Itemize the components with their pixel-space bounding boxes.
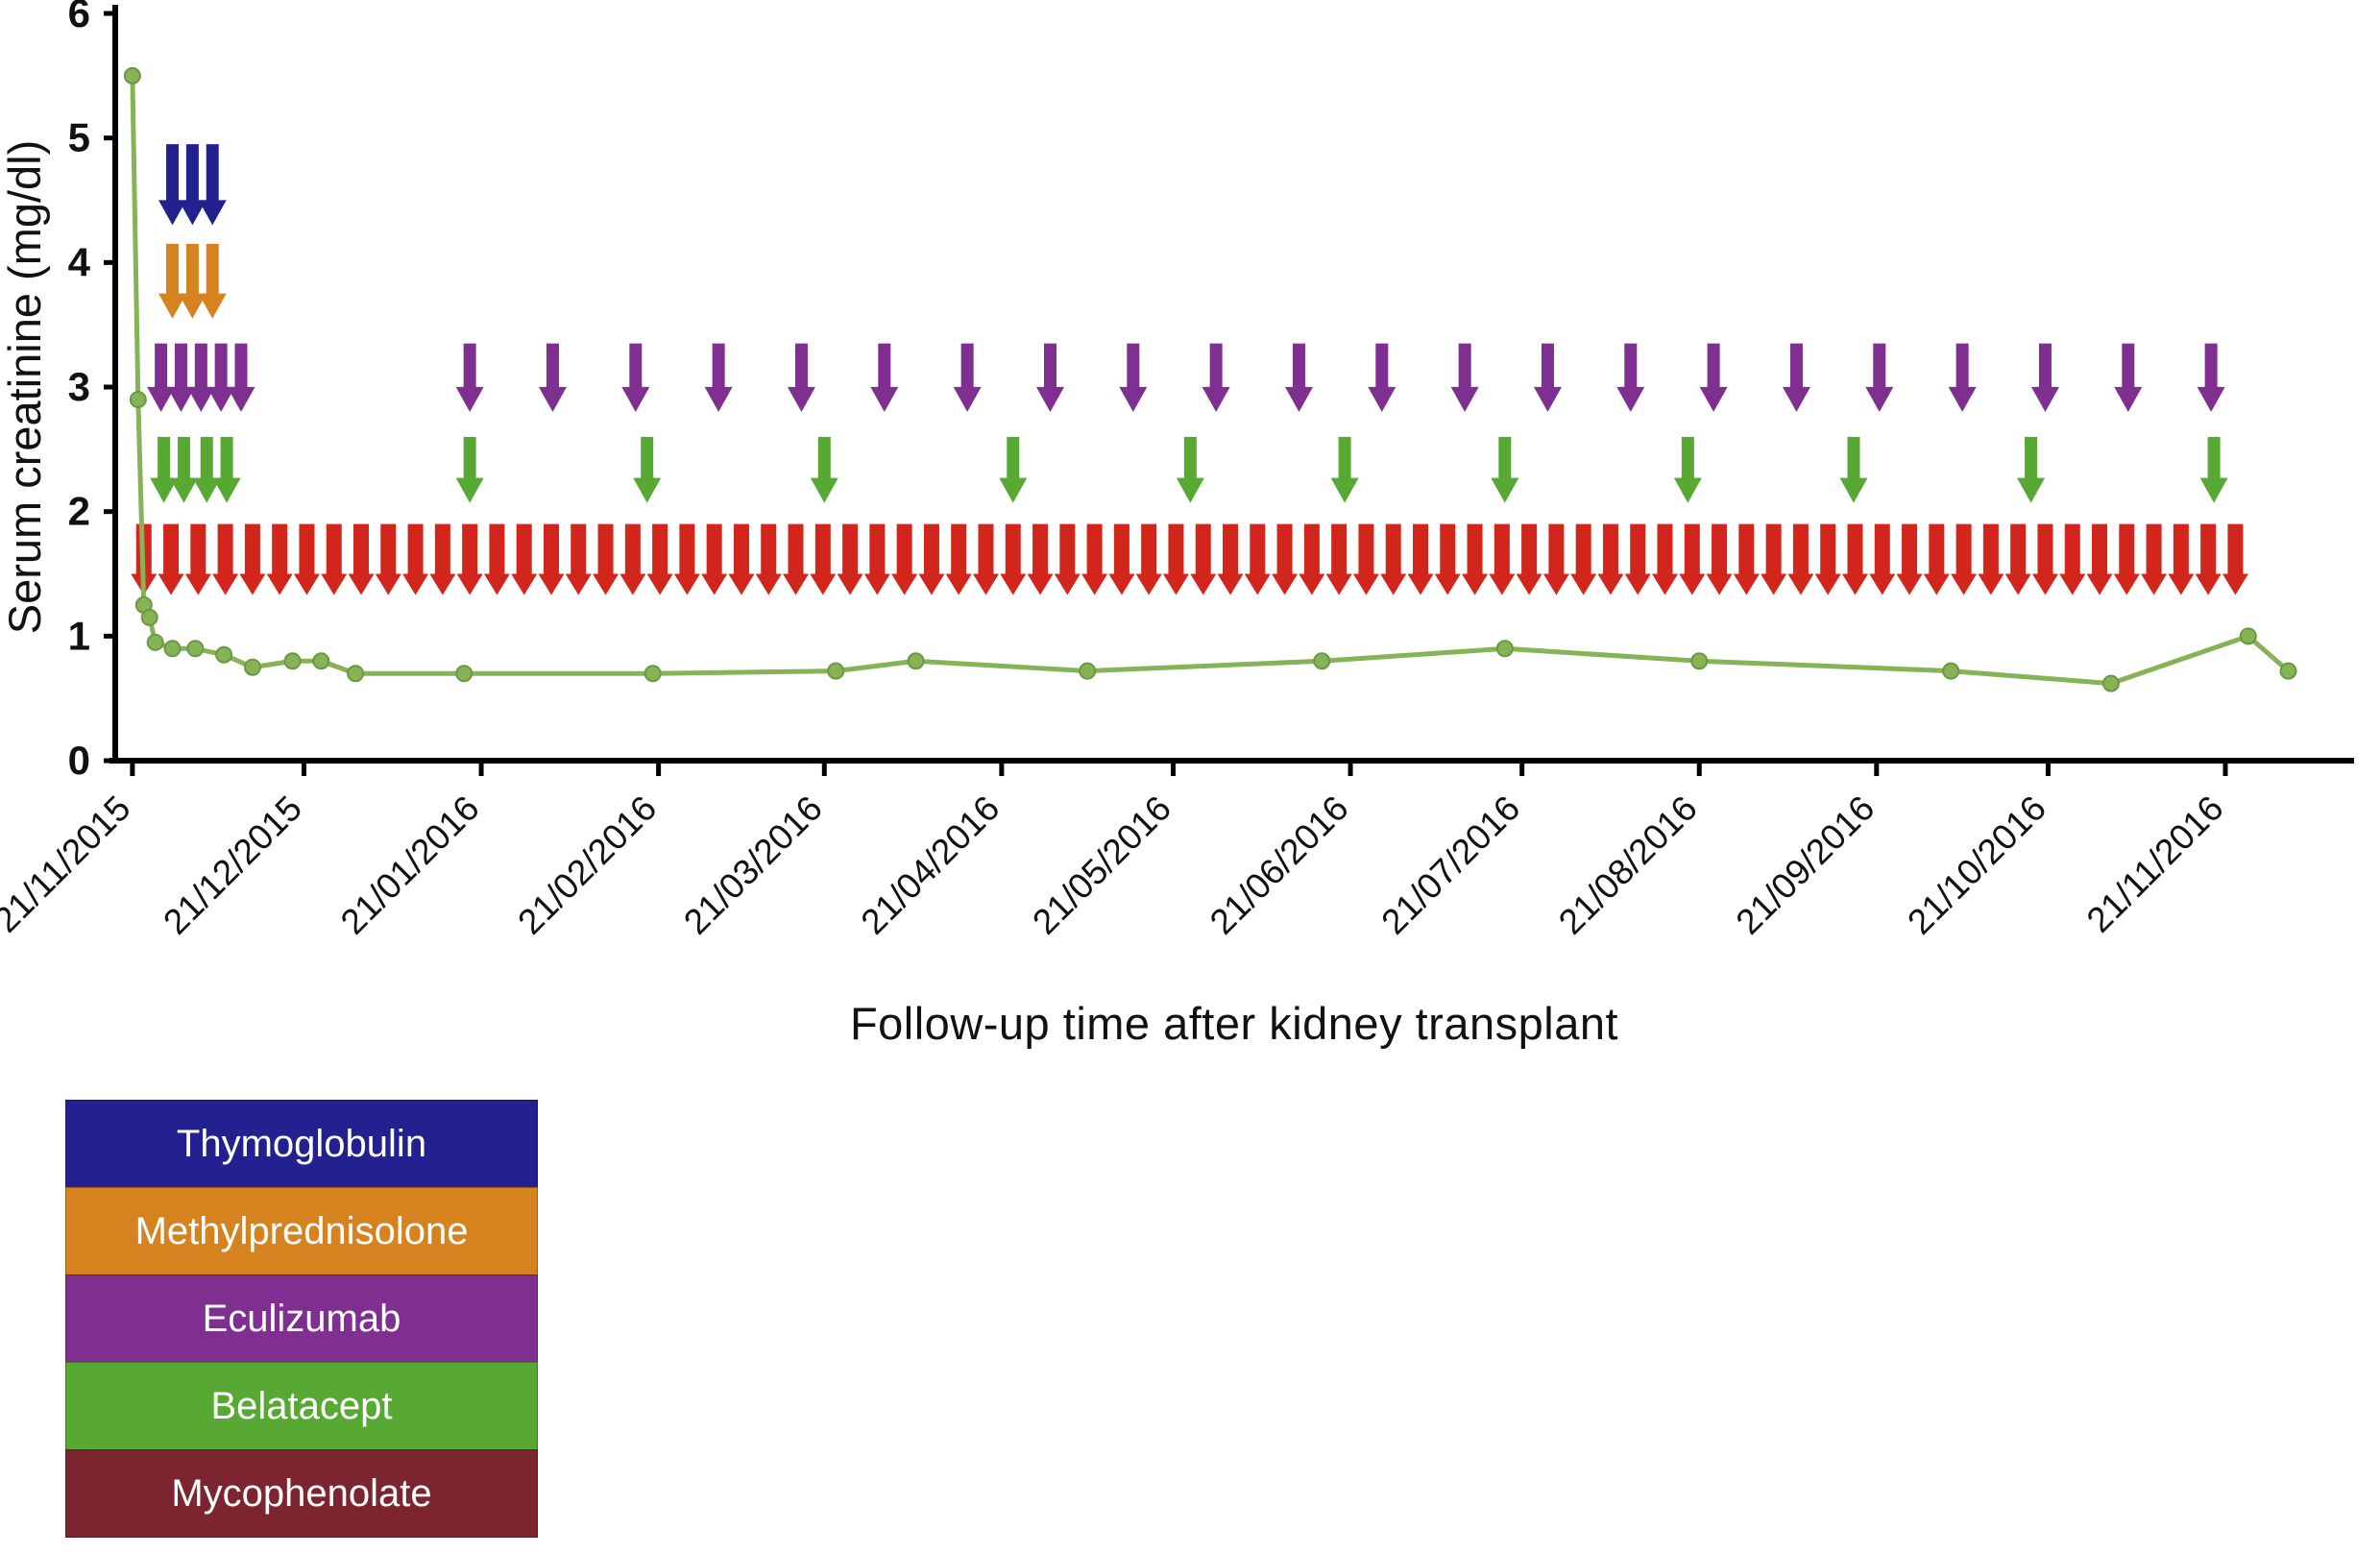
data-point: [283, 652, 302, 670]
y-tick-label: 6: [68, 0, 90, 36]
creatinine-chart: 0 1 2 3 4 5 6 Serum creatinine (mg/dl) 21/11/201…: [0, 0, 2354, 942]
data-point: [1079, 662, 1097, 680]
data-point: [347, 665, 365, 683]
data-point: [455, 665, 474, 683]
data-point: [2279, 662, 2297, 680]
x-tick-label: 21/06/2016: [1202, 789, 1356, 942]
data-point: [129, 390, 147, 408]
legend-label: Methylprednisolone: [134, 1209, 469, 1252]
data-point: [1942, 662, 1960, 680]
arrows-eculizumab: [147, 343, 2225, 412]
data-point: [2101, 674, 2120, 692]
legend-item-methylprednisolone: Methylprednisolone: [65, 1187, 538, 1275]
data-point: [1495, 640, 1514, 658]
y-tick-label: 4: [68, 239, 91, 284]
x-tick-label: 21/07/2016: [1373, 789, 1527, 942]
y-tick-label: 3: [68, 364, 90, 409]
x-tick-label: 21/09/2016: [1729, 789, 1882, 942]
x-tick-label: 21/01/2016: [333, 789, 487, 942]
x-axis-ticks: 21/11/2015 21/12/2015 21/01/2016 21/02/2016…: [0, 761, 2231, 942]
data-point: [312, 652, 330, 670]
series-serum-creatinine: [123, 66, 2297, 692]
legend-label: Thymoglobulin: [176, 1122, 427, 1165]
arrows-belatacept: [150, 436, 2228, 503]
y-tick-label: 1: [68, 613, 90, 658]
x-tick-label: 21/05/2016: [1025, 789, 1178, 942]
x-tick-label: 21/11/2015: [0, 789, 138, 940]
x-tick-label: 21/04/2016: [854, 789, 1008, 942]
legend-item-thymoglobulin: Thymoglobulin: [65, 1100, 538, 1188]
data-point: [243, 658, 261, 676]
data-point: [146, 633, 164, 651]
data-point: [907, 652, 925, 670]
data-point: [644, 665, 662, 683]
legend-label: Mycophenolate: [171, 1471, 432, 1515]
data-point: [1313, 652, 1331, 670]
x-axis-title: Follow-up time after kidney transplant: [849, 998, 1619, 1049]
x-tick-label: 21/08/2016: [1551, 789, 1705, 942]
data-point: [140, 608, 158, 626]
legend-item-belatacept: Belatacept: [65, 1362, 538, 1450]
x-tick-label: 21/03/2016: [676, 789, 830, 942]
data-point: [123, 66, 141, 85]
y-tick-label: 5: [68, 115, 90, 160]
data-point: [2239, 627, 2257, 645]
data-point: [186, 640, 205, 658]
y-axis-ticks: 0 1 2 3 4 5 6: [68, 0, 115, 783]
legend: Thymoglobulin Methylprednisolone Eculizuma…: [65, 1100, 538, 1538]
data-point: [827, 662, 845, 680]
data-point: [215, 645, 233, 664]
y-tick-label: 2: [68, 489, 90, 534]
legend-item-eculizumab: Eculizumab: [65, 1275, 538, 1363]
x-tick-label: 21/12/2015: [156, 789, 309, 942]
legend-label: Eculizumab: [202, 1297, 401, 1340]
x-tick-label: 21/02/2016: [510, 789, 664, 942]
x-tick-label: 21/11/2016: [2079, 789, 2231, 940]
arrows-methylprednisolone: [158, 243, 227, 319]
x-tick-label: 21/10/2016: [1900, 789, 2053, 942]
axes: [109, 5, 2354, 764]
arrows-thymoglobulin: [158, 144, 227, 226]
legend-label: Belatacept: [210, 1384, 393, 1427]
y-axis-title: Serum creatinine (mg/dl): [0, 140, 50, 635]
y-tick-label: 0: [68, 738, 90, 783]
data-point: [163, 640, 182, 658]
legend-item-mycophenolate: Mycophenolate: [65, 1449, 538, 1538]
data-point: [1690, 652, 1709, 670]
arrows-mycophenolate: [131, 523, 2248, 595]
